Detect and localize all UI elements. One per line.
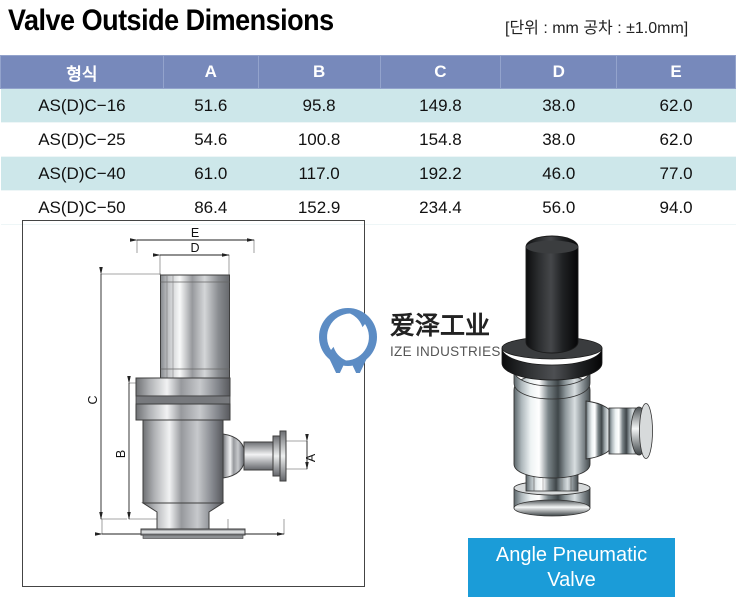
svg-text:E: E xyxy=(191,226,199,240)
svg-text:C: C xyxy=(86,395,100,404)
svg-text:B: B xyxy=(114,450,128,458)
svg-text:D: D xyxy=(190,241,199,255)
svg-text:A: A xyxy=(304,453,318,462)
